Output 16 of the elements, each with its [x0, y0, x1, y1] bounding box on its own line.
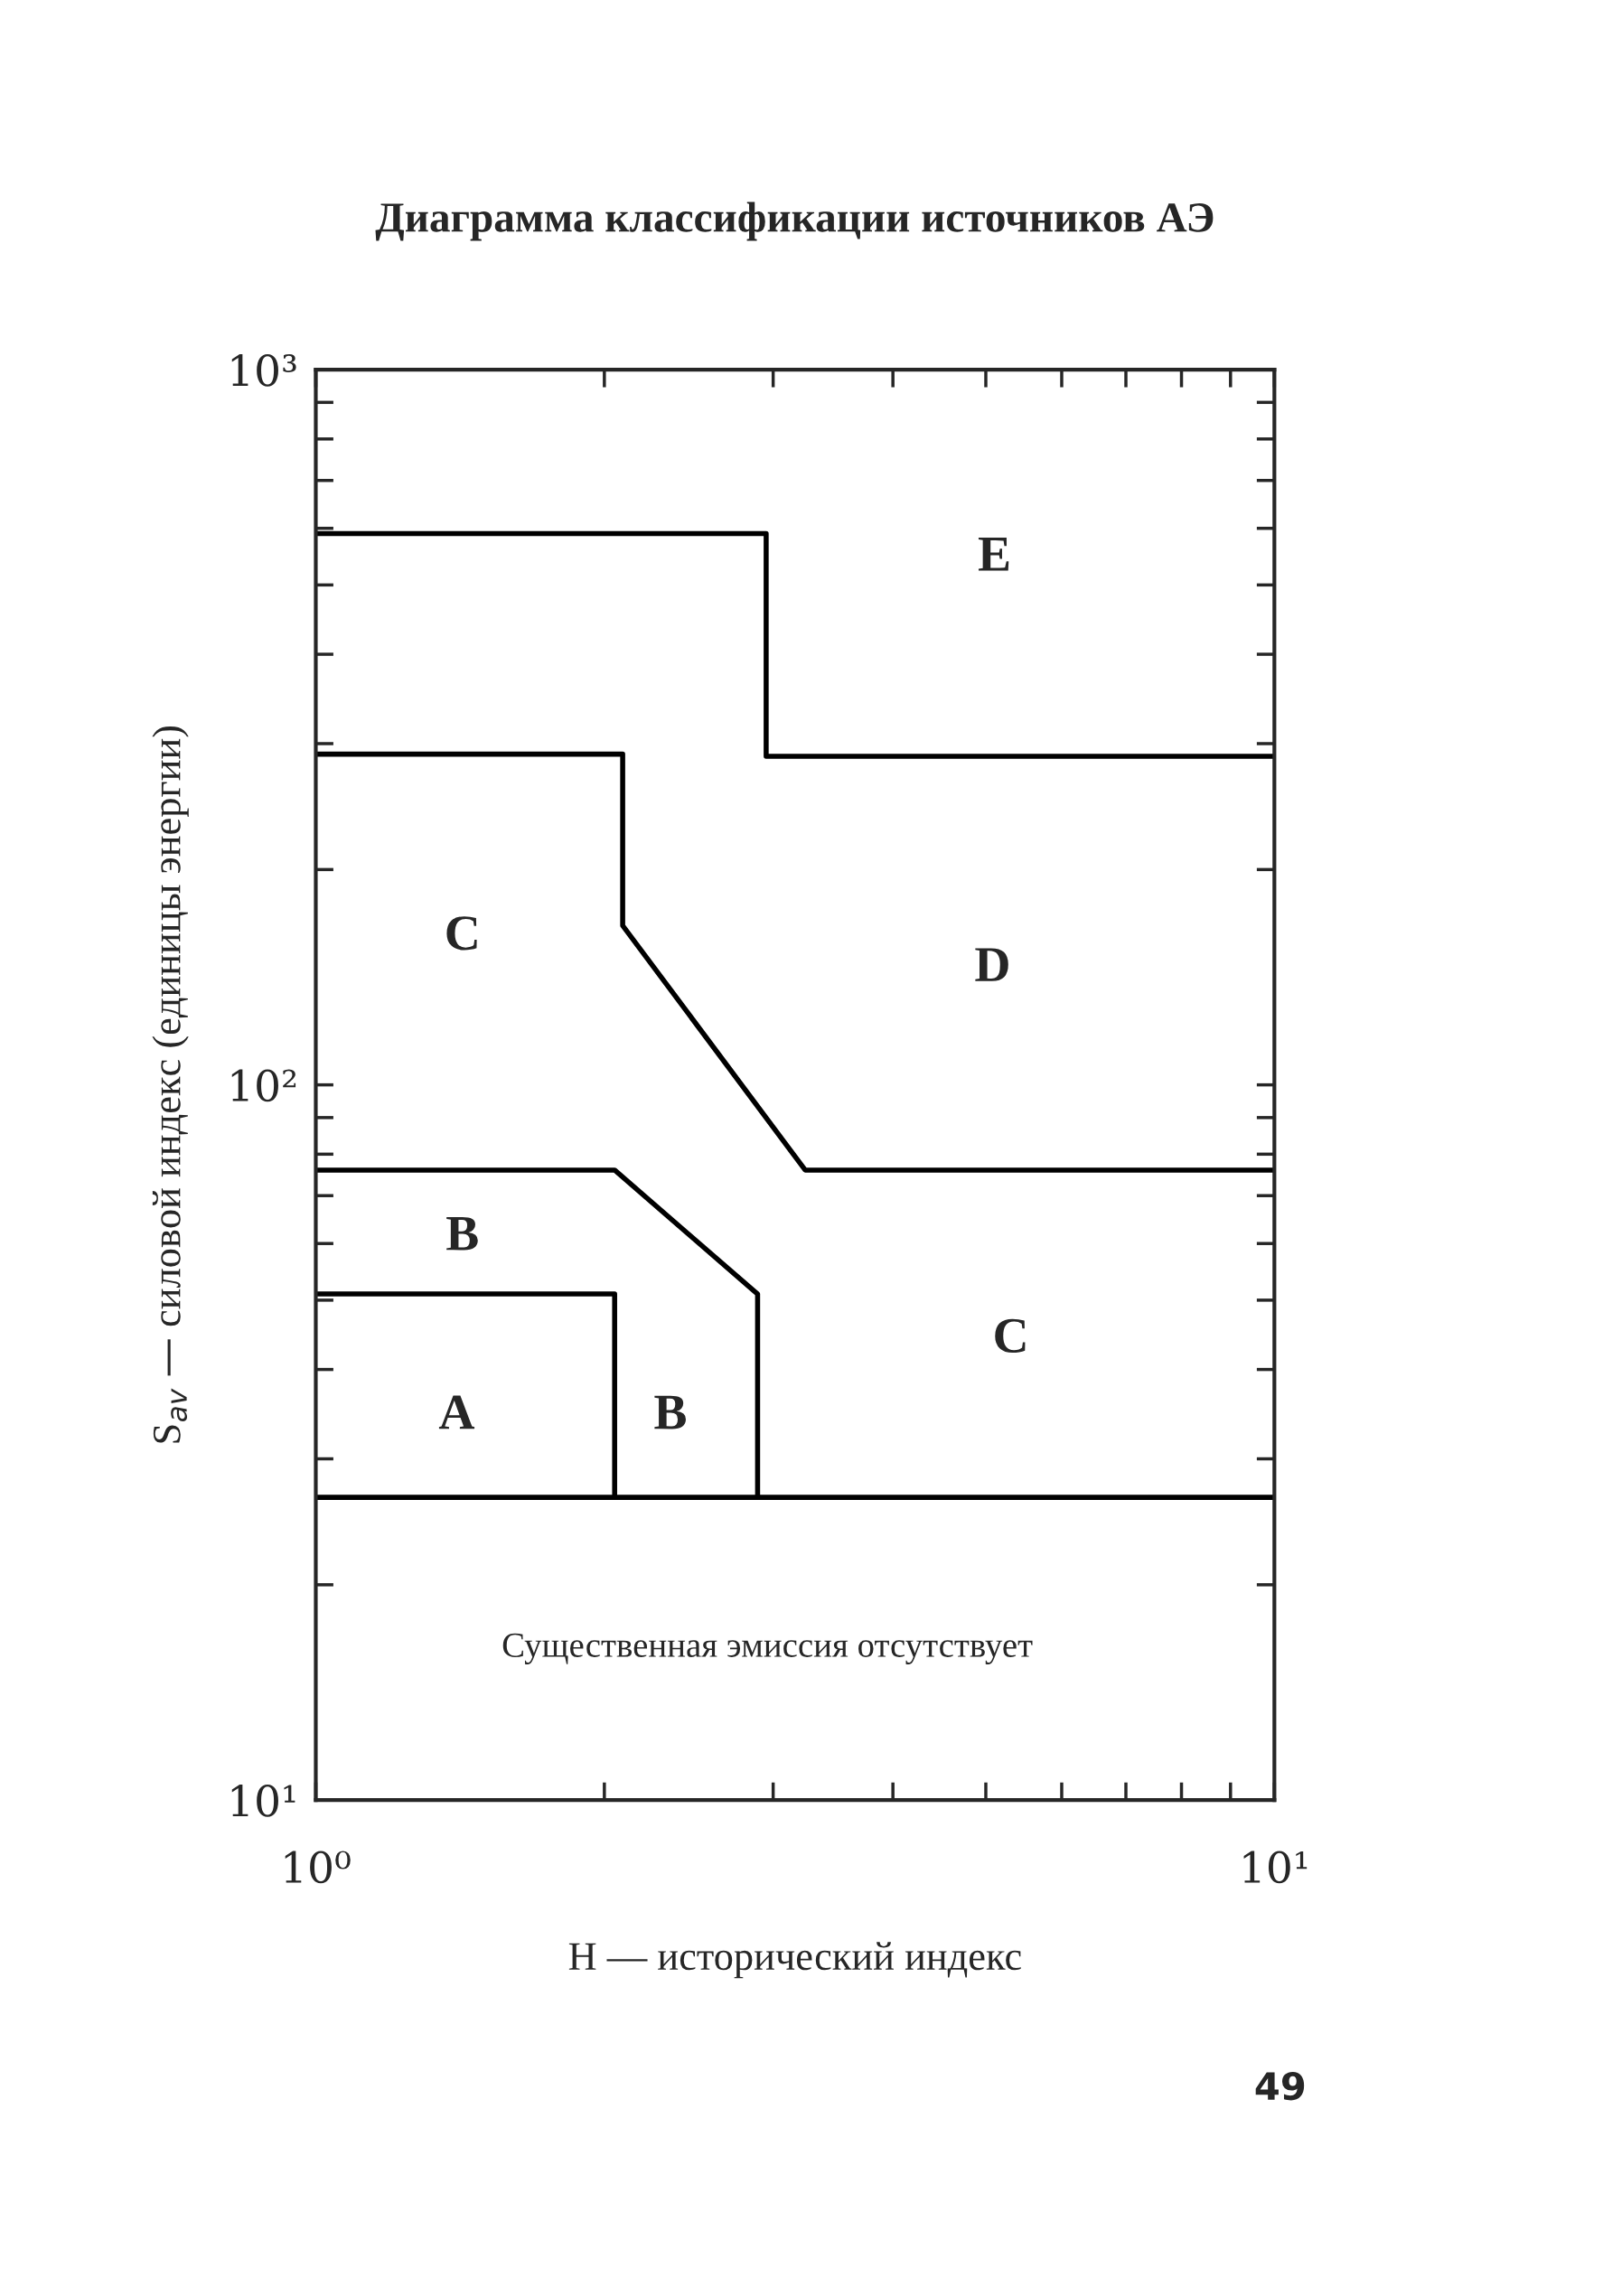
annotation: B — [446, 1216, 478, 1251]
y-tick-label: 10³ — [231, 353, 296, 387]
y-tick-label: 10¹ — [231, 1785, 295, 1817]
annotation: A — [438, 1395, 475, 1429]
annotation: D — [975, 948, 1008, 981]
x-axis-title: H — исторический индекс — [568, 1942, 1021, 1979]
text: 49 — [1255, 2071, 1305, 2101]
annotation: E — [978, 538, 1009, 571]
x-tick-label: 10⁰ — [285, 1851, 351, 1884]
chart-title: Диаграмма классификации источников АЭ — [375, 201, 1214, 241]
y-tick-label: 10² — [231, 1069, 296, 1102]
annotation: C — [995, 1318, 1026, 1354]
y-axis-title: S$_{av}$ — силовой индекс (единицы энергии) — [152, 726, 189, 1443]
annotation: Существенная эмиссия отсутствует — [502, 1633, 1033, 1664]
annotation: C — [446, 916, 477, 951]
annotation: B — [654, 1395, 686, 1429]
